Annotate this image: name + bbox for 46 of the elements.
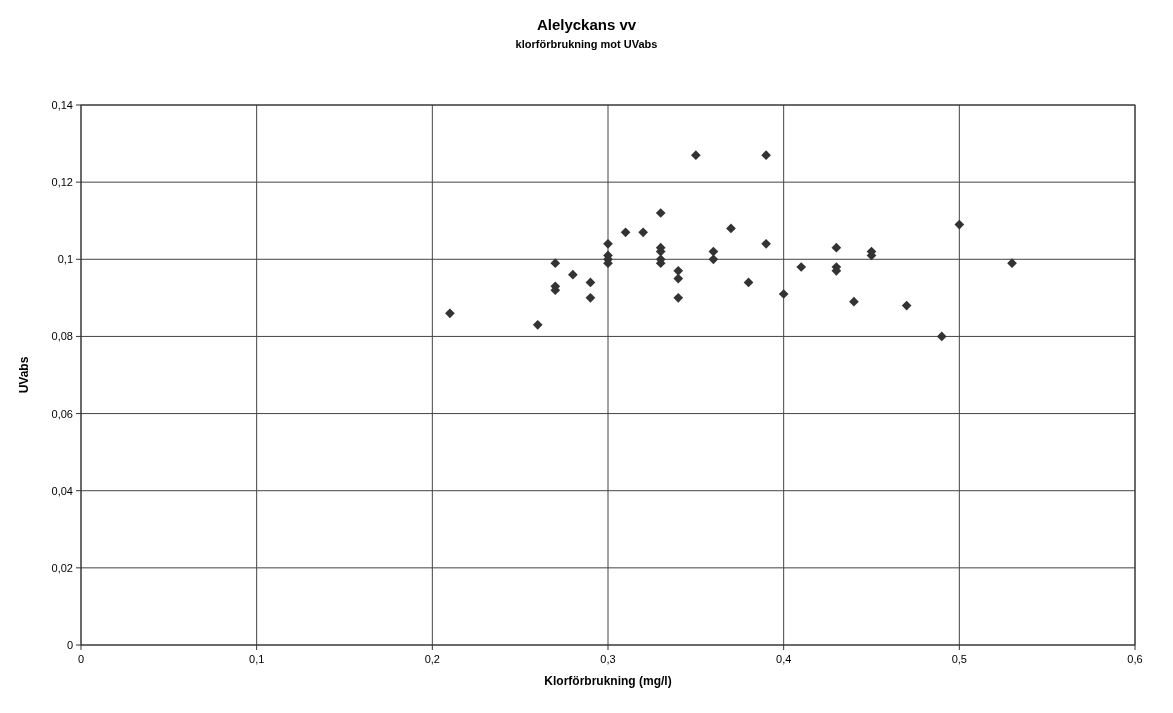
x-tick-label: 0,6 bbox=[1127, 653, 1143, 665]
point bbox=[778, 289, 789, 299]
point bbox=[585, 293, 596, 303]
chart-title: Alelyckans vv bbox=[536, 16, 637, 33]
y-tick-label: 0,06 bbox=[51, 407, 73, 420]
point bbox=[673, 293, 684, 303]
point bbox=[568, 269, 578, 280]
point bbox=[831, 242, 842, 253]
chart-subtitle: klorförbrukning mot UVabs bbox=[515, 38, 658, 50]
point bbox=[673, 266, 684, 276]
y-tick-label: 0,02 bbox=[51, 561, 73, 574]
x-tick-label: 0,3 bbox=[600, 653, 616, 665]
x-tick-label: 0,5 bbox=[951, 653, 967, 665]
point bbox=[849, 296, 859, 307]
point bbox=[655, 208, 666, 218]
point bbox=[603, 239, 613, 249]
y-tick-label: 0,14 bbox=[51, 99, 73, 111]
point bbox=[796, 262, 807, 272]
x-tick-label: 0,1 bbox=[249, 653, 265, 665]
point bbox=[708, 246, 719, 257]
point bbox=[936, 331, 947, 342]
x-tick-label: 0 bbox=[77, 653, 85, 665]
y-tick-label: 0,12 bbox=[51, 176, 73, 189]
x-axis-title: Klorförbrukning (mg/l) bbox=[544, 674, 672, 688]
point bbox=[1007, 258, 1017, 268]
y-tick-label: 0,1 bbox=[57, 253, 73, 266]
point bbox=[550, 258, 561, 268]
point bbox=[673, 273, 684, 284]
y-tick-label: 0,04 bbox=[51, 484, 73, 497]
point bbox=[726, 223, 736, 234]
point bbox=[638, 227, 648, 238]
x-tick-label: 0,4 bbox=[776, 653, 792, 665]
point bbox=[708, 254, 719, 265]
point bbox=[761, 239, 771, 249]
y-tick-label: 0 bbox=[66, 639, 73, 651]
point bbox=[761, 150, 771, 160]
point bbox=[954, 219, 965, 230]
point bbox=[620, 227, 631, 238]
point bbox=[445, 308, 455, 319]
point bbox=[585, 277, 596, 288]
y-axis-title: UVabs bbox=[17, 356, 31, 394]
point bbox=[690, 150, 701, 160]
point bbox=[901, 300, 912, 311]
y-tick-label: 0,08 bbox=[51, 330, 73, 343]
x-tick-label: 0,2 bbox=[424, 653, 440, 665]
point bbox=[532, 320, 543, 330]
